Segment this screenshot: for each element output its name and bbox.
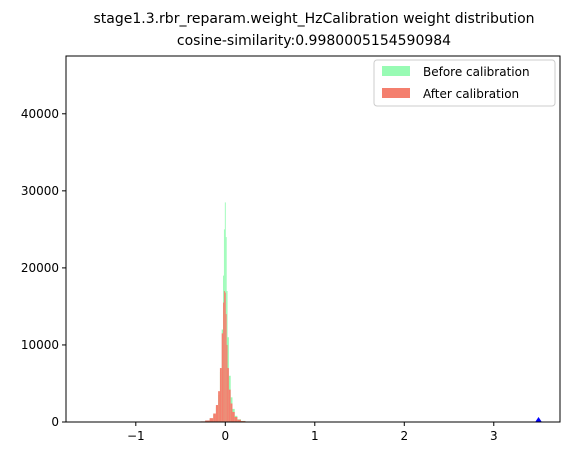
y-tick-label: 10000 <box>21 338 59 352</box>
histogram-bar <box>205 420 210 422</box>
histogram-bar <box>221 333 224 422</box>
x-tick-label: −1 <box>127 429 145 443</box>
histogram-bar <box>215 405 219 422</box>
x-axis: −1 0 1 2 3 <box>127 422 498 443</box>
plot-area-frame <box>65 55 561 423</box>
histogram-bar <box>218 391 220 422</box>
histogram-bar <box>219 368 222 422</box>
annotations <box>535 417 542 422</box>
histogram-bar <box>224 292 226 422</box>
histogram-bar <box>213 413 216 422</box>
histogram-bar <box>232 411 235 422</box>
y-tick-label: 0 <box>51 415 59 429</box>
legend-swatch-after-calibration <box>382 88 410 98</box>
histogram-bar <box>223 302 224 422</box>
y-axis: 0 10000 20000 30000 40000 <box>21 107 66 429</box>
histogram-bar <box>234 416 238 422</box>
histogram-bar <box>209 418 214 422</box>
y-tick-label: 20000 <box>21 261 59 275</box>
x-tick-label: 1 <box>311 429 319 443</box>
x-tick-label: 2 <box>400 429 408 443</box>
histogram-bar <box>237 419 241 422</box>
histogram-bar <box>225 314 227 422</box>
histogram-bar <box>228 389 231 422</box>
legend-label-after-calibration: After calibration <box>423 87 519 101</box>
y-tick-label: 40000 <box>21 107 59 121</box>
triangle-marker <box>535 417 542 422</box>
chart-title: stage1.3.rbr_reparam.weight_HzCalibratio… <box>93 11 534 27</box>
histogram-bar <box>226 344 228 422</box>
legend-swatch-before-calibration <box>382 66 410 76</box>
legend-box <box>373 59 556 107</box>
histogram-bar <box>223 291 225 422</box>
x-tick-label: 3 <box>490 429 498 443</box>
legend-label-before-calibration: Before calibration <box>423 65 530 79</box>
legend: Before calibration After calibration <box>373 59 556 107</box>
histogram-bar <box>227 368 229 422</box>
chart-subtitle: cosine-similarity:0.9980005154590984 <box>177 33 451 49</box>
x-tick-label: 0 <box>221 429 229 443</box>
y-tick-label: 30000 <box>21 184 59 198</box>
histogram-bar <box>230 403 233 422</box>
